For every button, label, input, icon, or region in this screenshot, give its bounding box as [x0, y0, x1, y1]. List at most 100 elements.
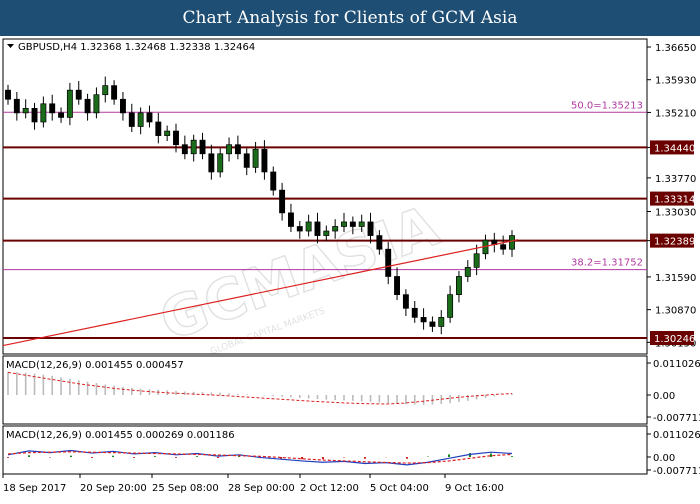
candle	[243, 148, 250, 176]
candle-body	[394, 276, 401, 296]
macd2-title: MACD(12,26,9) 0.001455 0.000269 0.001186	[6, 430, 235, 441]
candle-body	[473, 253, 480, 268]
price-tag-2	[650, 191, 694, 206]
candle	[234, 135, 241, 160]
y-tick-label: 1.35930	[655, 76, 696, 87]
candle-body	[217, 153, 224, 173]
candle-body	[376, 235, 383, 250]
macd1-signal-line	[7, 371, 513, 405]
candle	[75, 81, 82, 105]
candle	[279, 182, 286, 221]
candle-body	[22, 107, 29, 114]
candle-body	[367, 221, 374, 236]
candle	[509, 230, 515, 257]
candle	[40, 96, 47, 128]
candle	[314, 212, 321, 244]
candle-body	[128, 112, 135, 127]
macd1-y-label: -0.007711	[653, 413, 700, 424]
candle	[385, 241, 392, 285]
price-tag-3	[650, 233, 694, 248]
candle	[181, 135, 188, 160]
candle-body	[341, 221, 347, 227]
candle	[341, 212, 347, 232]
dropdown-triangle-icon	[7, 44, 14, 48]
candle	[199, 132, 206, 160]
panel-frame-2	[2, 355, 648, 425]
candle	[137, 107, 144, 135]
macd2-signal-line	[7, 451, 513, 464]
candle	[429, 316, 436, 332]
fib-label-2: 38.2=1.31752	[571, 258, 643, 269]
candles	[5, 76, 515, 335]
panel-frame-3	[2, 425, 648, 475]
candle-body	[58, 112, 65, 118]
candle	[376, 230, 383, 255]
candle-body	[5, 89, 11, 100]
candle-body	[464, 267, 471, 277]
watermark-text: GCMASIA	[152, 194, 448, 355]
candle	[305, 214, 312, 237]
candle	[323, 225, 330, 242]
candle	[447, 285, 454, 323]
candle	[66, 82, 73, 126]
candle-body	[385, 248, 392, 277]
candle-body	[314, 221, 321, 236]
price-tag-label-1: 1.34440	[654, 143, 695, 154]
price-tag-4	[650, 331, 694, 346]
macd1-y-label: 0.011026	[653, 359, 700, 370]
candle	[119, 91, 126, 121]
price-tag-label-4: 1.30246	[654, 334, 695, 345]
macd1-y-label: 0.00	[653, 391, 675, 402]
macd1-histogram	[7, 371, 513, 405]
candle	[49, 94, 56, 121]
x-tick-label: 20 Sep 20:00	[80, 483, 147, 494]
candle	[358, 214, 365, 232]
candle	[13, 91, 20, 121]
candle-body	[155, 121, 162, 136]
candle-body	[66, 89, 73, 118]
y-tick-label: 1.33030	[655, 207, 696, 218]
candle-body	[146, 112, 153, 123]
candle	[5, 84, 11, 105]
macd2-y-label: 0.011026	[653, 430, 700, 441]
y-tick-label: 1.31590	[655, 273, 696, 284]
candle	[58, 107, 65, 123]
candle	[473, 244, 480, 276]
x-tick-label: 18 Sep 2017	[3, 483, 66, 494]
candle	[111, 80, 118, 105]
candle-body	[181, 144, 188, 155]
candle-body	[164, 130, 171, 136]
candle	[296, 221, 303, 239]
candle-body	[119, 98, 126, 114]
candle-body	[447, 294, 454, 318]
y-tick-label: 1.36650	[655, 43, 696, 54]
candle	[500, 235, 507, 255]
candle-body	[420, 317, 427, 323]
banner-title: Chart Analysis for Clients of GCM Asia	[0, 0, 700, 36]
candle-body	[13, 98, 20, 114]
candle	[261, 140, 268, 180]
candle	[287, 203, 294, 232]
macd2-y-label: -0.007711	[653, 466, 700, 477]
y-tick-label: 1.33770	[655, 174, 696, 185]
x-tick-label: 5 Oct 04:00	[370, 483, 429, 494]
candle	[252, 141, 259, 173]
candle-body	[438, 317, 445, 327]
candle-body	[500, 244, 507, 250]
candle	[491, 232, 498, 253]
candle	[332, 219, 339, 239]
x-tick-label: 28 Sep 00:00	[228, 483, 295, 494]
price-tag-label-2: 1.33314	[654, 195, 695, 206]
panel-frame-1	[2, 38, 648, 355]
candle	[190, 134, 197, 162]
moving-average-line	[2, 239, 519, 347]
candle	[411, 301, 418, 323]
candle-body	[296, 226, 303, 232]
candle	[402, 289, 409, 317]
candle-body	[49, 103, 56, 114]
candle	[270, 166, 277, 196]
candle-body	[349, 221, 356, 227]
candle-body	[287, 212, 294, 227]
